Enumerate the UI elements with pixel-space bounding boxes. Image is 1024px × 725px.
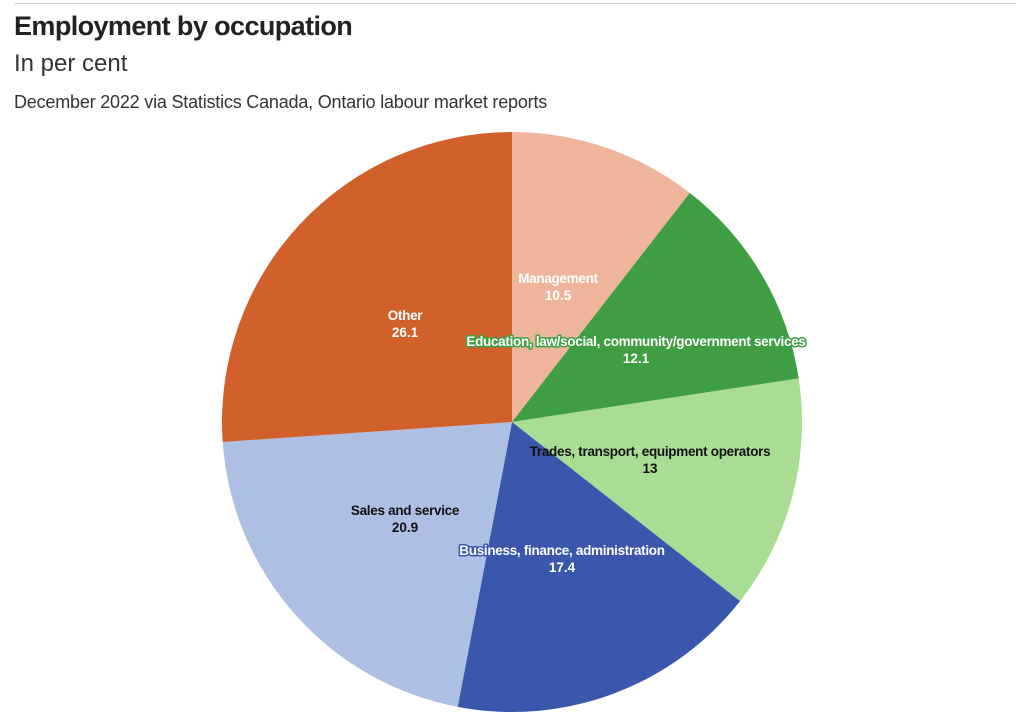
- slice-value-sales-and-service: 20.9: [392, 520, 418, 535]
- slice-value-other: 26.1: [392, 325, 419, 340]
- chart-subtitle: In per cent: [14, 50, 128, 77]
- pie-slice-management: [512, 132, 690, 422]
- pie-slice-business-finance-administration: [457, 422, 741, 712]
- slice-label-sales-and-service: Sales and service: [351, 503, 460, 518]
- pie-slice-education-law-social-community-government-services: [512, 192, 799, 422]
- slice-label-management: Management: [518, 271, 598, 286]
- slice-label-trades-transport-equipment-operators: Trades, transport, equipment operators: [530, 444, 771, 459]
- chart-title: Employment by occupation: [14, 11, 353, 41]
- top-divider: [14, 3, 1016, 4]
- slice-value-management: 10.5: [545, 288, 572, 303]
- chart-source-note: December 2022 via Statistics Canada, Ont…: [14, 92, 548, 112]
- slice-label-other: Other: [388, 308, 424, 323]
- slice-label-business-finance-administration: Business, finance, administration: [459, 543, 664, 558]
- slice-value-business-finance-administration: 17.4: [549, 560, 576, 575]
- pie-slice-sales-and-service: [222, 422, 512, 707]
- pie-slice-trades-transport-equipment-operators: [512, 378, 802, 602]
- slice-label-education-law-social-community-government-services: Education, law/social, community/governm…: [466, 334, 805, 349]
- pie-slice-other: [221, 132, 512, 443]
- slice-value-education-law-social-community-government-services: 12.1: [623, 351, 650, 366]
- slice-value-trades-transport-equipment-operators: 13: [642, 461, 658, 476]
